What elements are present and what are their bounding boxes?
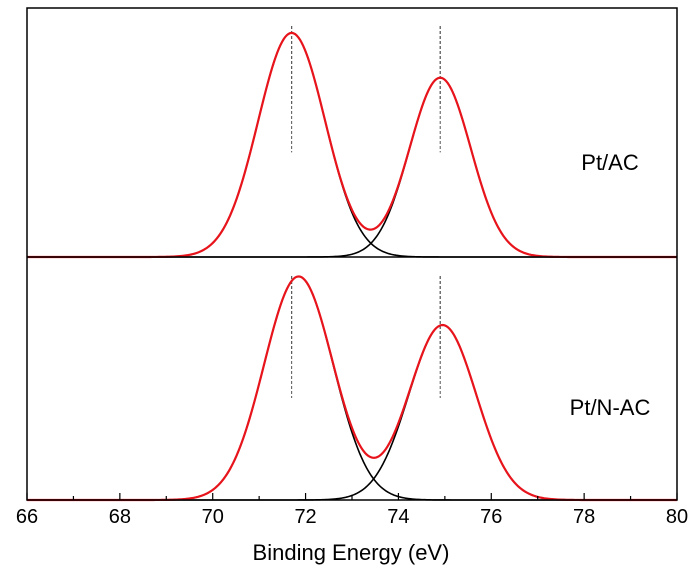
envelope-curve bbox=[27, 31, 677, 259]
x-tick-label: 76 bbox=[480, 506, 502, 528]
x-tick-label: 72 bbox=[294, 506, 316, 528]
x-axis-title: Binding Energy (eV) bbox=[253, 540, 450, 565]
x-tick-label: 78 bbox=[573, 506, 595, 528]
component-peak-1 bbox=[27, 275, 677, 501]
x-tick-label: 70 bbox=[202, 506, 224, 528]
x-tick-label: 68 bbox=[109, 506, 131, 528]
x-tick-label: 66 bbox=[16, 506, 38, 528]
panel-2: Pt/N-AC bbox=[27, 275, 677, 502]
panel-label-2: Pt/N-AC bbox=[570, 395, 651, 420]
envelope-curve bbox=[27, 275, 677, 502]
panel-label-1: Pt/AC bbox=[581, 150, 639, 175]
component-peak-1 bbox=[27, 32, 677, 258]
panel-1: Pt/AC bbox=[27, 26, 677, 259]
component-peak-2 bbox=[27, 76, 677, 258]
panels-layer: Pt/AC Pt/N-AC bbox=[27, 26, 677, 502]
x-axis: 66 68 70 72 74 76 78 80 bbox=[16, 493, 688, 528]
x-tick-label: 74 bbox=[387, 506, 409, 528]
x-tick-label: 80 bbox=[666, 506, 688, 528]
